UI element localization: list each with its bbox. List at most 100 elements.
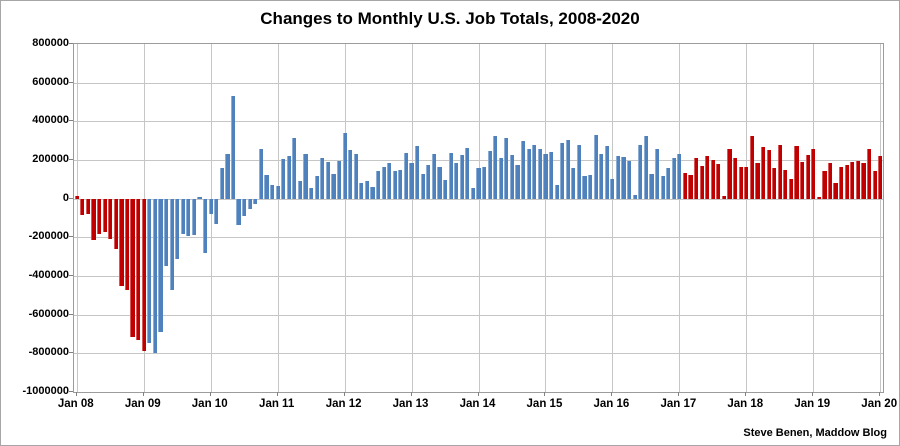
- bar-2009-08: [180, 198, 185, 235]
- x-tick-label-Jan-08: Jan 08: [57, 398, 94, 410]
- bar-2014-11: [532, 144, 537, 199]
- bar-2019-09: [855, 160, 860, 199]
- bar-2012-02: [348, 150, 353, 199]
- x-tick-label-Jan-16: Jan 16: [593, 398, 630, 410]
- bar-2015-06: [571, 167, 576, 199]
- y-tick-label--200000: -200000: [28, 230, 69, 242]
- bar-2015-05: [565, 139, 570, 199]
- v-gridline-Jan-11: [278, 44, 279, 392]
- bar-2015-04: [560, 142, 565, 199]
- bar-2008-08: [113, 198, 118, 249]
- y-tick-label--800000: -800000: [28, 346, 69, 358]
- y-tick-mark: [69, 352, 73, 353]
- y-tick-label--400000: -400000: [28, 269, 69, 281]
- bar-2019-05: [833, 183, 838, 199]
- bar-2018-06: [772, 167, 777, 199]
- bar-2008-09: [119, 198, 124, 287]
- bar-2013-05: [431, 154, 436, 199]
- bar-2016-01: [610, 179, 615, 199]
- bar-2008-06: [102, 198, 107, 232]
- bar-2016-03: [621, 157, 626, 199]
- bar-2011-01: [275, 186, 280, 199]
- bar-2011-10: [325, 161, 330, 199]
- y-tick-label-400000: 400000: [32, 114, 69, 126]
- bar-2009-06: [169, 198, 174, 290]
- bar-2015-12: [604, 146, 609, 199]
- bar-2019-07: [844, 164, 849, 199]
- y-tick-label-800000: 800000: [32, 37, 69, 49]
- v-gridline-Jan-14: [479, 44, 480, 392]
- bar-2014-10: [526, 149, 531, 199]
- bar-2014-06: [504, 137, 509, 199]
- bar-2016-09: [654, 149, 660, 199]
- y-tick-label-0: 0: [62, 192, 69, 204]
- bar-2016-10: [660, 176, 665, 199]
- bar-2011-06: [303, 154, 308, 199]
- bar-2019-03: [822, 170, 827, 199]
- bar-2013-06: [437, 166, 442, 199]
- bar-2010-06: [236, 198, 241, 225]
- bar-2008-11: [130, 198, 135, 337]
- v-gridline-Jan-08: [77, 44, 78, 392]
- bar-2016-05: [632, 194, 637, 199]
- bar-2010-03: [219, 167, 224, 199]
- bar-2013-04: [426, 164, 431, 199]
- bar-2010-12: [269, 185, 275, 199]
- x-tick-mark: [611, 392, 612, 396]
- bar-2019-06: [839, 166, 844, 199]
- bar-2014-05: [498, 158, 503, 199]
- bar-2008-12: [136, 198, 141, 340]
- bar-2018-04: [760, 147, 766, 199]
- bar-2016-06: [638, 144, 643, 199]
- x-tick-label-Jan-17: Jan 17: [660, 398, 697, 410]
- y-tick-label--1000000: -1000000: [22, 385, 70, 397]
- bar-2015-10: [593, 134, 598, 199]
- bar-2019-01: [811, 149, 816, 199]
- bar-2017-05: [699, 165, 704, 199]
- x-tick-label-Jan-20: Jan 20: [861, 398, 898, 410]
- v-gridline-Jan-13: [412, 44, 413, 392]
- bar-2019-02: [816, 196, 821, 199]
- bar-2015-11: [599, 154, 604, 199]
- x-tick-label-Jan-09: Jan 09: [124, 398, 161, 410]
- bar-2011-03: [286, 156, 291, 199]
- bar-2012-11: [398, 169, 403, 199]
- bar-2018-07: [777, 144, 782, 199]
- bar-2012-10: [392, 170, 397, 199]
- bar-2012-05: [364, 181, 369, 199]
- x-tick-mark: [277, 392, 278, 396]
- x-tick-label-Jan-19: Jan 19: [794, 398, 831, 410]
- bar-2012-09: [387, 162, 392, 199]
- bar-2011-05: [297, 181, 303, 199]
- bar-2019-04: [827, 162, 833, 199]
- bar-2009-07: [175, 198, 180, 259]
- bar-2009-12: [203, 198, 208, 253]
- bar-2016-02: [615, 156, 621, 199]
- x-tick-mark: [344, 392, 345, 396]
- bar-2014-03: [487, 151, 492, 199]
- y-tick-label--600000: -600000: [28, 308, 69, 320]
- bar-2012-08: [381, 166, 386, 199]
- x-tick-label-Jan-10: Jan 10: [191, 398, 228, 410]
- bar-2014-12: [537, 149, 542, 199]
- bar-2017-04: [693, 158, 699, 199]
- bar-2012-01: [342, 132, 347, 199]
- h-gridline--200000: [74, 237, 883, 238]
- y-tick-mark: [69, 391, 73, 392]
- y-tick-mark: [69, 198, 73, 199]
- bar-2014-01: [476, 167, 481, 199]
- bar-2013-07: [442, 180, 448, 199]
- x-tick-mark: [478, 392, 479, 396]
- bar-2011-11: [331, 173, 336, 199]
- bar-2008-05: [97, 198, 102, 234]
- y-tick-mark: [69, 43, 73, 44]
- bar-2008-01: [74, 195, 79, 199]
- bar-2019-12: [872, 170, 877, 199]
- h-gridline-0: [74, 199, 883, 200]
- h-gridline-600000: [74, 83, 883, 84]
- bar-2014-04: [493, 135, 498, 199]
- x-tick-mark: [879, 392, 880, 396]
- bar-2017-03: [688, 175, 693, 199]
- y-tick-mark: [69, 82, 73, 83]
